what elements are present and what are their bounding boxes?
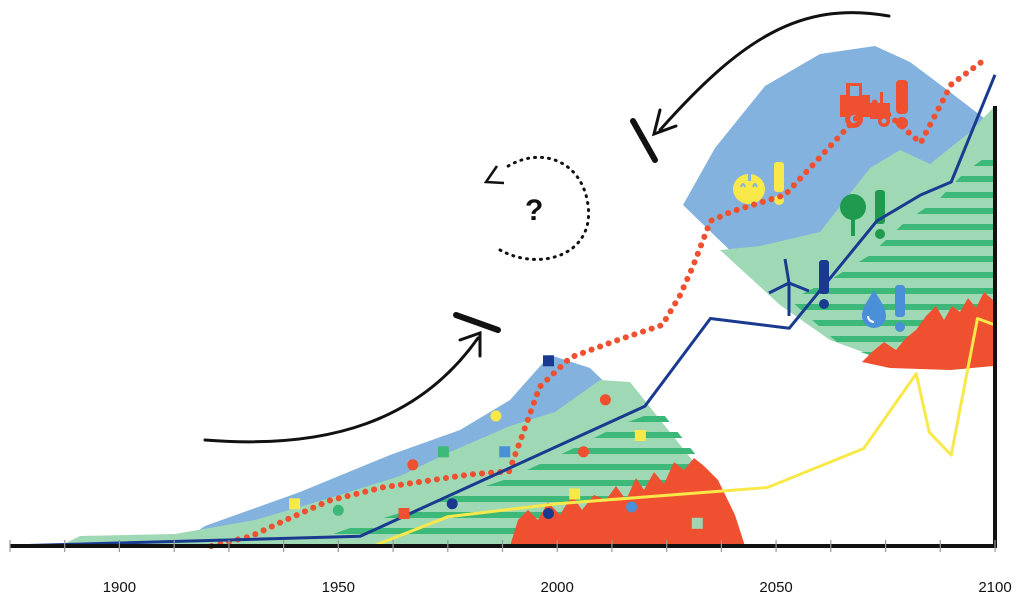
circle-marker [626,501,638,513]
x-tick-label: 2050 [759,579,792,596]
tick-layer: 1900 1950 2000 2050 2100 [9,540,1012,596]
tree-icon [840,194,866,236]
square-marker [289,498,301,510]
red-orange-area [862,292,993,370]
series-line-navy [9,74,997,548]
x-tick-label: 2100 [978,579,1011,596]
x-tick-label: 1900 [103,579,136,596]
circle-marker [446,498,458,510]
apple-icon [733,173,765,204]
circle-marker [490,410,502,422]
circle-marker [578,446,589,458]
square-marker [569,488,581,500]
square-marker [398,508,410,519]
wind-turbine-icon [768,258,810,316]
square-marker [437,446,449,458]
upper-curved-arrow [651,11,891,137]
square-marker [543,355,554,367]
exclamation-icon [819,260,829,309]
exclamation-icon [895,285,905,332]
series-line-dotted [208,55,990,549]
x-tick-label: 1950 [322,579,355,596]
circle-marker [599,394,611,406]
lower-tick-mark [453,312,501,333]
circle-marker [543,508,554,519]
upper-tick-mark [630,118,658,163]
exclamation-icon [875,190,885,239]
square-marker [691,517,703,529]
marker-layer [289,355,703,529]
circle-marker [407,459,419,471]
square-marker [634,430,646,441]
green-stripes-area [790,152,993,370]
series-layer [9,55,997,549]
dotted-cycle-arrow [498,155,591,261]
water-drop-icon [862,290,886,328]
square-marker [499,446,511,458]
series-line-yellow [372,317,996,548]
circle-marker [332,504,344,516]
red-orange-area [510,458,745,546]
dotted-cycle-arrowhead [483,165,505,185]
x-tick-label: 2000 [541,579,574,596]
question-mark: ? [525,194,543,227]
background-area-cluster-2080 [683,46,993,370]
lower-curved-arrow [203,330,482,444]
